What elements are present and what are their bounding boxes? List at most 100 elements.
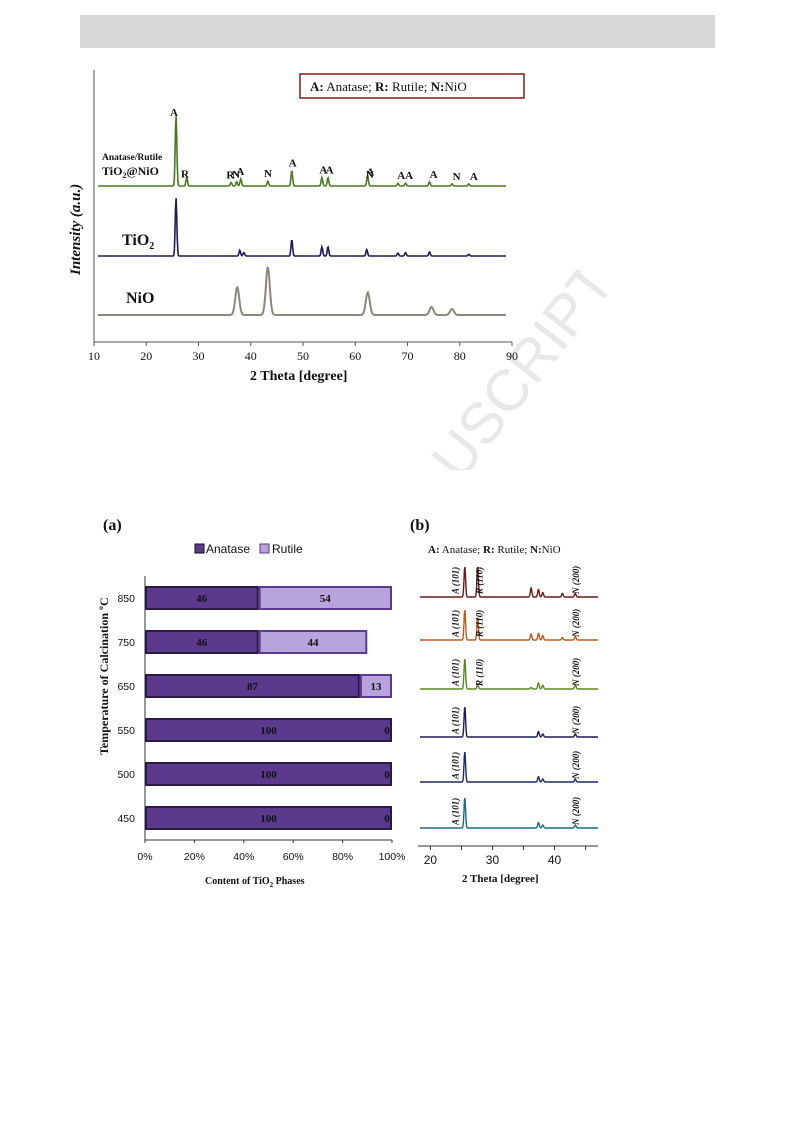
- top-legend-box: [299, 73, 525, 99]
- b-trace-4: [420, 751, 598, 783]
- top-trace-2: [98, 265, 506, 316]
- bar-category-label: 750: [117, 637, 135, 649]
- top-peak-label: A: [170, 107, 178, 119]
- top-peak-label: N: [366, 169, 374, 181]
- top-trace-0: [98, 116, 506, 187]
- bar-legend: Anatase Rutile: [194, 542, 303, 556]
- top-x-tick-label: 30: [193, 349, 205, 363]
- b-peak-label: A (101): [450, 610, 460, 638]
- bar-xlabel: Content of TiO2 Phases: [205, 876, 305, 889]
- b-traces: A (101) R (110) N (200) A (101) R (110) N (20…: [420, 566, 598, 829]
- top-trace-1: [98, 198, 506, 257]
- top-peak-label: A: [366, 167, 374, 179]
- b-peak-label: A (101): [450, 752, 460, 780]
- b-trace-5: [420, 797, 598, 829]
- legend-swatch-anatase: [194, 543, 205, 554]
- b-trace-3: [420, 706, 598, 738]
- legend-label-rutile: Rutile: [272, 542, 303, 556]
- top-peak-label: A: [319, 165, 327, 177]
- bar-rutile-650: [359, 674, 393, 698]
- top-peak-label: A: [236, 166, 244, 178]
- panel-b-label: (b): [410, 517, 430, 534]
- bar-data-label: 0: [384, 769, 390, 781]
- top-peak-label: A: [289, 158, 297, 170]
- bar-category-label: 500: [117, 769, 135, 781]
- b-peak-label: A (101): [450, 707, 460, 735]
- legend-swatch-rutile: [259, 543, 270, 554]
- bar-anatase-500: [145, 762, 392, 786]
- b-peak-label: R (110): [474, 567, 484, 595]
- bar-axes: 0% 20% 40% 60% 80% 100% 850 750 650 550 500 450: [117, 576, 405, 863]
- bar-marks: 46 54 46 44 87 13 100 0 100 0 100 0: [145, 586, 393, 830]
- b-trace-2: [420, 658, 598, 690]
- bar-anatase-750: [145, 630, 259, 654]
- top-peak-label: A: [470, 171, 478, 183]
- top-peak-label: A: [326, 165, 334, 177]
- bar-x-tick-label: 0%: [137, 851, 152, 863]
- b-x-tick-label: 20: [424, 853, 438, 867]
- b-peak-label: N (200): [571, 797, 581, 826]
- b-peak-label: A (101): [450, 798, 460, 826]
- bar-data-label: 46: [196, 593, 208, 605]
- b-peak-label: N (200): [571, 566, 581, 595]
- bar-rutile-850: [258, 586, 392, 610]
- b-xlabel: 2 Theta [degree]: [462, 873, 539, 885]
- bar-rutile-750: [258, 630, 368, 654]
- b-legend-text: A: Anatase; R: Rutile; N:NiO: [428, 544, 561, 556]
- top-x-tick-label: 80: [454, 349, 466, 363]
- top-x-tick-label: 20: [140, 349, 152, 363]
- bar-data-label: 13: [370, 681, 382, 693]
- b-peak-label: N (200): [571, 609, 581, 638]
- bar-x-tick-label: 60%: [283, 851, 304, 863]
- top-x-tick-label: 40: [245, 349, 257, 363]
- b-peak-label: R (110): [474, 659, 484, 687]
- top-peak-label: N: [232, 169, 240, 181]
- label-anatase-rutile: Anatase/Rutile: [102, 153, 162, 163]
- label-tio2-nio: TiO2@NiO: [102, 164, 159, 180]
- b-x-tick-label: 30: [486, 853, 500, 867]
- b-peak-label: N (200): [571, 751, 581, 780]
- b-trace-0: [420, 566, 598, 598]
- bar-data-label: 100: [260, 813, 277, 825]
- top-x-tick-label: 90: [506, 349, 518, 363]
- page-header-bar: [80, 15, 715, 48]
- top-ylabel: Intensity (a.u.): [68, 184, 84, 276]
- bar-anatase-450: [145, 806, 392, 830]
- bar-category-label: 450: [117, 813, 135, 825]
- bar-data-label: 87: [247, 681, 259, 693]
- bar-category-label: 850: [117, 593, 135, 605]
- b-trace-1: [420, 609, 598, 641]
- b-axes: 20 30 40: [418, 845, 598, 867]
- bar-data-label: 0: [384, 813, 390, 825]
- b-peak-label: A (101): [450, 567, 460, 595]
- b-peak-label: R (110): [474, 610, 484, 638]
- top-traces: [98, 116, 506, 316]
- bar-data-label: 54: [320, 593, 332, 605]
- top-axes: 10 20 30 40 50 60 70 80 90: [88, 70, 518, 363]
- top-peak-label: A: [397, 170, 405, 182]
- bar-x-tick-label: 20%: [184, 851, 205, 863]
- bar-anatase-850: [145, 586, 259, 610]
- bar-anatase-550: [145, 718, 392, 742]
- bar-data-label: 0: [384, 725, 390, 737]
- bar-ylabel: Temperature of Calcination ºC: [97, 597, 111, 755]
- bar-category-label: 650: [117, 681, 135, 693]
- top-peak-label: R: [181, 169, 190, 181]
- bar-data-label: 44: [307, 637, 319, 649]
- bar-x-tick-label: 80%: [332, 851, 353, 863]
- label-tio2: TiO2: [122, 232, 154, 252]
- top-peak-label: A: [430, 169, 438, 181]
- bar-data-label: 46: [196, 637, 208, 649]
- bar-category-label: 550: [117, 725, 135, 737]
- bar-anatase-650: [145, 674, 360, 698]
- top-peak-label: A: [405, 170, 413, 182]
- top-x-tick-label: 70: [402, 349, 414, 363]
- b-x-tick-label: 40: [548, 853, 562, 867]
- bar-data-label: 100: [260, 769, 277, 781]
- bar-figure-a: (a) Anatase Rutile 0% 20% 40% 60% 80% 100% 850…: [97, 517, 405, 889]
- b-peak-label: A (101): [450, 659, 460, 687]
- top-x-tick-label: 60: [349, 349, 361, 363]
- bar-data-label: 100: [260, 725, 277, 737]
- legend-label-anatase: Anatase: [206, 542, 250, 556]
